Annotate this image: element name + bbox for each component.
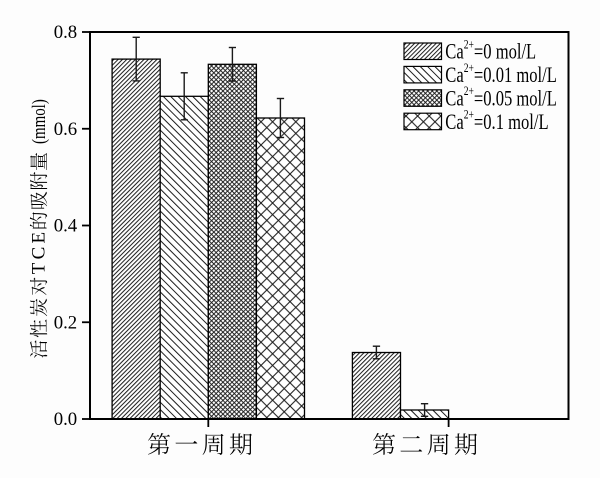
svg-text:C: C [29, 247, 50, 260]
svg-text:Ca2+=0 mol/L: Ca2+=0 mol/L [445, 38, 536, 64]
svg-text:0.6: 0.6 [54, 119, 77, 140]
svg-text:Ca2+=0.05 mol/L: Ca2+=0.05 mol/L [445, 85, 557, 111]
svg-text:0.2: 0.2 [54, 312, 77, 333]
svg-text:0.0: 0.0 [54, 409, 77, 430]
svg-text:(mmol): (mmol) [29, 99, 50, 144]
svg-text:Ca2+=0.01 mol/L: Ca2+=0.01 mol/L [445, 62, 557, 88]
svg-text:Ca2+=0.1 mol/L: Ca2+=0.1 mol/L [445, 108, 548, 134]
svg-text:T: T [29, 262, 50, 274]
svg-text:E: E [29, 232, 50, 244]
svg-text:0.4: 0.4 [54, 216, 78, 237]
svg-text:0.8: 0.8 [54, 22, 77, 43]
